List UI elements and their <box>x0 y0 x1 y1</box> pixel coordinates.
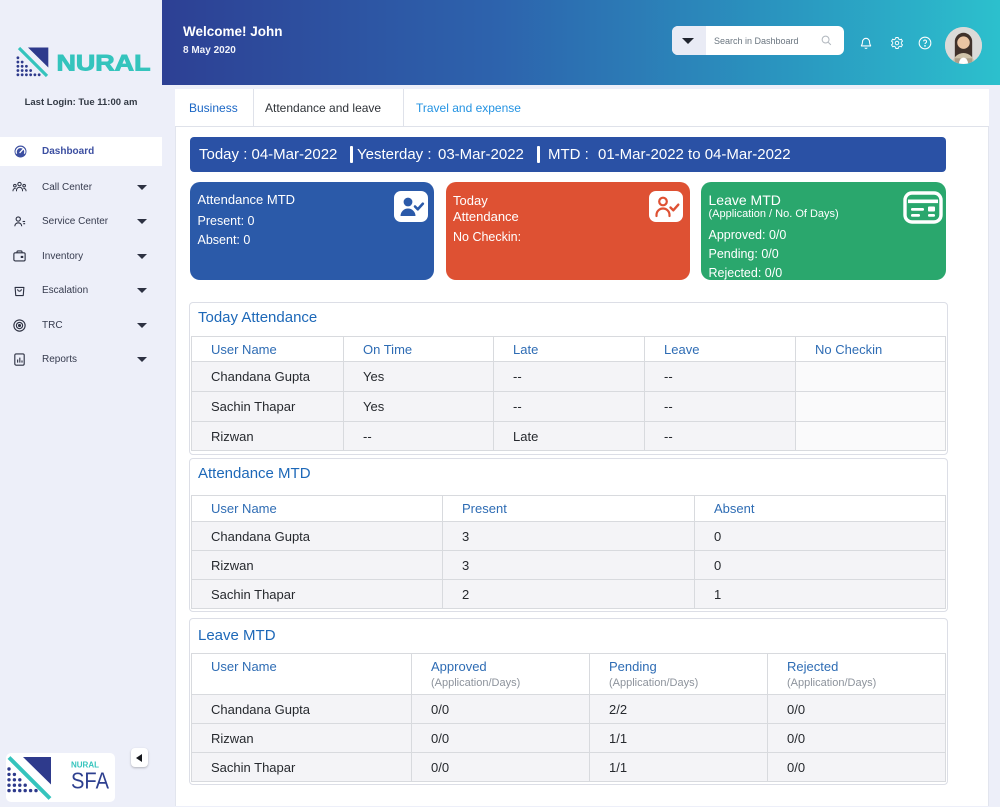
svg-text:NURAL: NURAL <box>71 761 99 770</box>
svg-text:SFA: SFA <box>71 768 110 794</box>
svg-text:NURAL: NURAL <box>57 51 151 76</box>
